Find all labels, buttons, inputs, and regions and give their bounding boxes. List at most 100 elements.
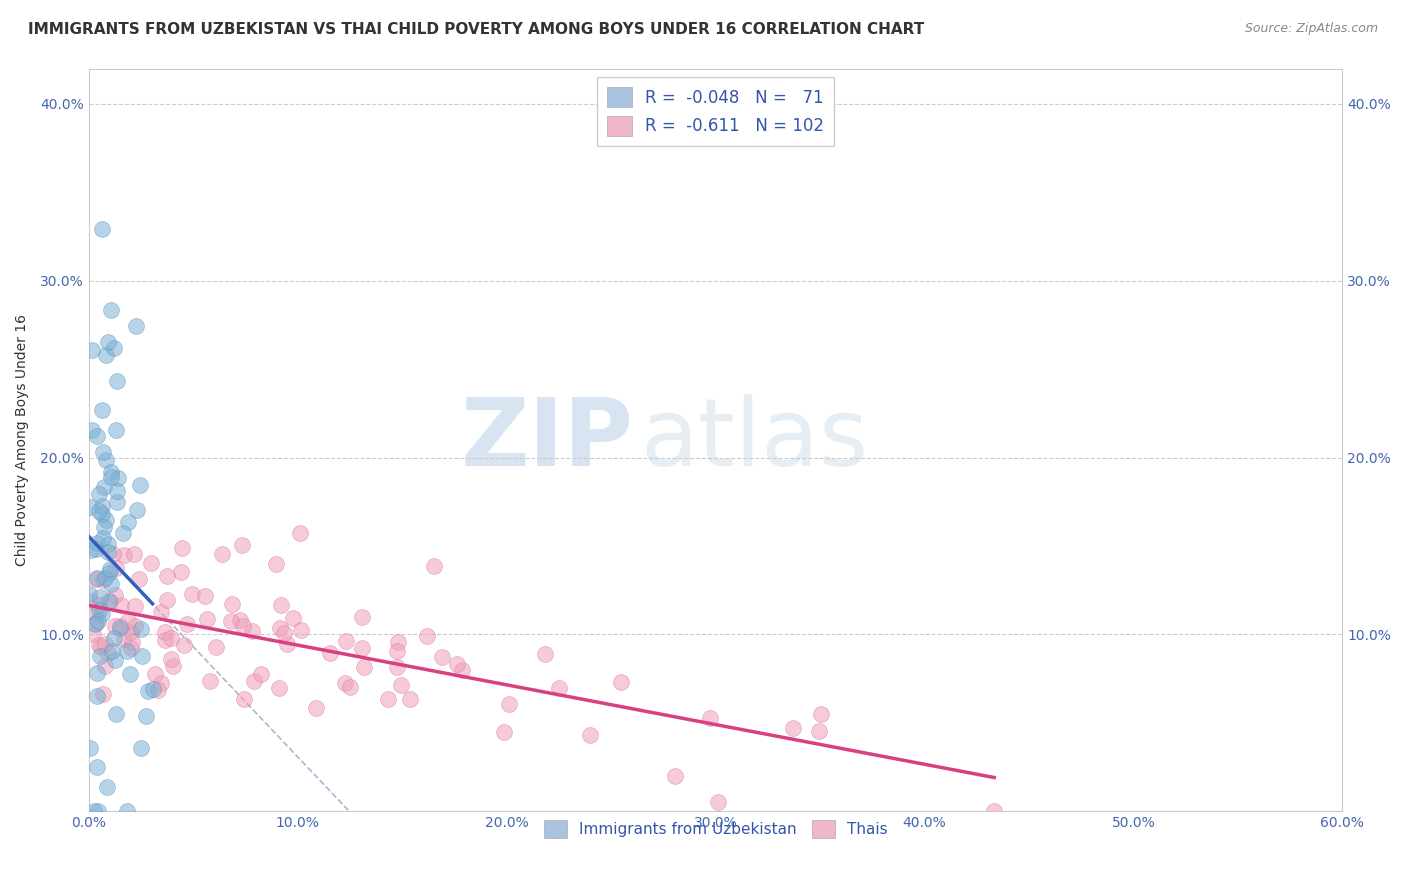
Point (93, 531, 115, 545)
Point (101, 644, 124, 658)
Point (270, 598, 292, 612)
Point (89, 504, 111, 518)
Point (198, 673, 221, 688)
Point (335, 676, 357, 690)
Point (89, 590, 111, 604)
Point (160, 652, 183, 666)
Point (100, 466, 122, 480)
Point (86, 760, 108, 774)
Point (112, 548, 135, 562)
Point (89, 649, 111, 664)
Point (377, 692, 399, 706)
Point (706, 795, 728, 809)
Point (94, 637, 117, 651)
Point (90, 640, 112, 654)
Point (131, 649, 153, 664)
Point (105, 495, 128, 509)
Point (233, 691, 256, 706)
Point (141, 556, 163, 570)
Point (290, 525, 312, 540)
Point (128, 572, 150, 586)
Point (143, 666, 166, 681)
Point (77, 587, 100, 601)
Point (121, 635, 143, 649)
Point (120, 667, 142, 681)
Point (219, 614, 242, 628)
Point (129, 741, 152, 756)
Point (276, 637, 298, 651)
Point (112, 526, 135, 541)
Point (153, 633, 176, 648)
Point (107, 483, 129, 498)
Point (80, 543, 103, 558)
Point (232, 618, 254, 632)
Point (94, 513, 117, 527)
Point (97, 593, 120, 607)
Point (103, 632, 125, 646)
Point (86, 804, 108, 818)
Point (430, 649, 453, 664)
Point (124, 599, 146, 614)
Point (93, 519, 115, 533)
Point (86, 429, 108, 443)
Point (91, 222, 114, 236)
Point (423, 559, 446, 574)
Point (83, 616, 105, 631)
Point (96, 780, 118, 795)
Point (153, 624, 176, 639)
Point (156, 568, 179, 582)
Point (107, 471, 129, 485)
Point (124, 547, 146, 561)
Point (136, 684, 159, 698)
Point (149, 605, 172, 619)
Point (86, 689, 108, 703)
Point (100, 577, 122, 591)
Point (498, 697, 520, 711)
Point (387, 634, 409, 648)
Point (100, 470, 122, 484)
Point (82, 423, 104, 437)
Point (101, 547, 124, 561)
Point (451, 664, 474, 678)
Point (290, 623, 312, 637)
Point (610, 674, 633, 689)
Point (266, 557, 288, 571)
Point (699, 711, 721, 725)
Point (79, 593, 101, 607)
Point (782, 722, 804, 736)
Text: atlas: atlas (640, 394, 869, 486)
Point (335, 634, 357, 648)
Point (84, 572, 107, 586)
Point (231, 538, 253, 552)
Point (98, 562, 121, 576)
Y-axis label: Child Poverty Among Boys Under 16: Child Poverty Among Boys Under 16 (15, 314, 30, 566)
Point (150, 675, 173, 690)
Point (120, 624, 142, 639)
Point (156, 592, 179, 607)
Point (352, 610, 374, 624)
Point (83, 604, 105, 618)
Point (269, 681, 291, 695)
Point (112, 632, 135, 646)
Point (221, 597, 243, 611)
Point (176, 616, 198, 631)
Point (105, 706, 128, 721)
Point (117, 644, 139, 658)
Point (117, 515, 139, 529)
Point (94, 658, 117, 673)
Point (810, 707, 832, 722)
Point (170, 541, 193, 556)
Point (83, 804, 105, 818)
Point (194, 589, 217, 603)
Point (129, 622, 152, 636)
Point (97, 566, 120, 581)
Point (87, 614, 110, 628)
Point (103, 588, 125, 602)
Point (87, 487, 110, 501)
Point (983, 804, 1005, 818)
Point (807, 724, 830, 739)
Point (103, 342, 125, 356)
Point (141, 682, 163, 697)
Point (97, 334, 120, 349)
Point (104, 619, 127, 633)
